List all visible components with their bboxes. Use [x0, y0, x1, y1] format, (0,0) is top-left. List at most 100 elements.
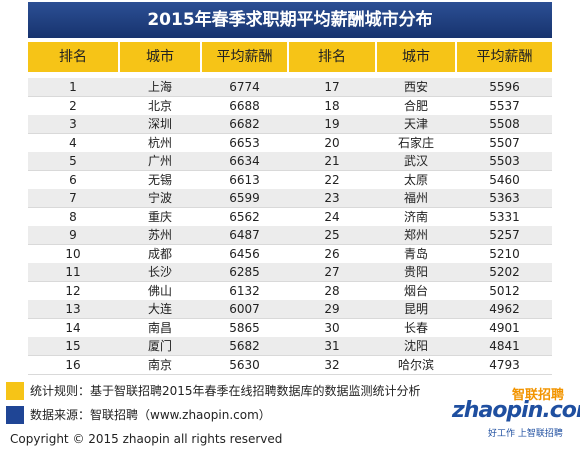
cell: 5630	[229, 357, 260, 372]
cell: 7	[69, 191, 77, 205]
cell: 上海	[147, 80, 172, 94]
cell: 19	[324, 117, 340, 131]
cell: 5507	[489, 135, 520, 150]
note: 数据来源：智联招聘（www.zhaopin.com）	[30, 408, 271, 422]
cell: 无锡	[147, 172, 172, 187]
cell: 26	[324, 246, 340, 261]
cell: 6132	[229, 283, 260, 298]
cell: 5865	[229, 320, 260, 335]
cell: 5363	[489, 191, 520, 205]
header-cell: 排名	[28, 42, 118, 72]
cell: 5503	[489, 154, 520, 168]
logo-site: zhaopin.com	[452, 398, 580, 423]
cell: 6634	[229, 154, 260, 168]
note: 统计规则：基于智联招聘2015年春季在线招聘数据库的数据监测统计分析	[30, 384, 421, 398]
cell: 哈尔滨	[397, 357, 434, 372]
cell: 4962	[489, 302, 520, 316]
cell: 合肥	[403, 98, 428, 113]
header-cell: 城市	[120, 42, 200, 72]
cell: 4	[69, 135, 77, 150]
cell: 8	[69, 209, 77, 224]
row	[28, 355, 552, 375]
cell: 6774	[229, 80, 260, 94]
cell: 17	[324, 80, 340, 94]
cell: 6613	[229, 172, 260, 187]
header-cell: 平均薪酬	[457, 42, 552, 72]
cell: 烟台	[403, 283, 428, 298]
cell: 宁波	[147, 191, 172, 205]
cell: 6653	[229, 135, 260, 150]
cell: 5537	[489, 98, 520, 113]
cell: 西安	[403, 80, 428, 94]
cell: 5508	[489, 117, 520, 131]
cell: 18	[324, 98, 340, 113]
cell: 贵阳	[403, 265, 428, 279]
cell: 6688	[229, 98, 260, 113]
cell: 佛山	[147, 283, 172, 298]
cell: 武汉	[403, 154, 428, 168]
cell: 21	[324, 154, 340, 168]
logo-brand: 智联招聘	[512, 388, 565, 403]
cell: 6285	[229, 265, 260, 279]
cell: 5257	[489, 228, 520, 242]
cell: 4793	[489, 357, 520, 372]
cell: 6	[69, 172, 77, 187]
title: 2015年春季求职期平均薪酬城市分布	[28, 2, 552, 38]
cell: 昆明	[403, 302, 428, 316]
cell: 24	[324, 209, 340, 224]
cell: 23	[324, 191, 340, 205]
cell: 苏州	[147, 228, 172, 242]
cell: 广州	[147, 154, 172, 168]
cell: 6007	[229, 302, 260, 316]
cell: 济南	[403, 209, 428, 224]
cell: 5202	[489, 265, 520, 279]
cell: 6487	[229, 228, 260, 242]
cell: 5331	[489, 209, 520, 224]
note-marker	[6, 406, 24, 424]
cell: 30	[324, 320, 340, 335]
cell: 29	[324, 302, 340, 316]
cell: 天津	[403, 117, 428, 131]
cell: 长沙	[147, 265, 172, 279]
cell: 成都	[147, 246, 172, 261]
cell: 20	[324, 135, 340, 150]
cell: 6599	[229, 191, 260, 205]
cell: 6456	[229, 246, 260, 261]
cell: 32	[324, 357, 340, 372]
cell: 6682	[229, 117, 260, 131]
cell: 11	[65, 265, 81, 279]
cell: 5682	[229, 339, 260, 353]
cell: 青岛	[403, 246, 428, 261]
cell: 6562	[229, 209, 260, 224]
cell: 15	[65, 339, 81, 353]
cell: 长春	[403, 320, 428, 335]
cell: 5210	[489, 246, 520, 261]
cell: 3	[69, 117, 77, 131]
cell: 5460	[489, 172, 520, 187]
cell: 28	[324, 283, 340, 298]
cell: 重庆	[147, 209, 172, 224]
cell: 14	[65, 320, 81, 335]
cell: 厦门	[147, 339, 172, 353]
cell: 5596	[489, 80, 520, 94]
cell: 石家庄	[397, 135, 434, 150]
logo-slogan: 好工作 上智联招聘	[488, 429, 563, 439]
header-cell: 排名	[289, 42, 375, 72]
cell: 25	[324, 228, 340, 242]
cell: 南昌	[147, 320, 172, 335]
cell: 北京	[147, 98, 172, 113]
cell: 南京	[147, 357, 172, 372]
cell: 16	[65, 357, 81, 372]
cell: 2	[69, 98, 77, 113]
cell: 27	[324, 265, 340, 279]
cell: 4901	[489, 320, 520, 335]
cell: 1	[69, 80, 77, 94]
header-cell: 城市	[377, 42, 455, 72]
cell: 13	[65, 302, 81, 316]
cell: 10	[65, 246, 81, 261]
header-cell: 平均薪酬	[202, 42, 287, 72]
cell: 5012	[489, 283, 520, 298]
cell: 杭州	[147, 135, 172, 150]
note-marker	[6, 382, 24, 400]
cell: 深圳	[147, 117, 172, 131]
